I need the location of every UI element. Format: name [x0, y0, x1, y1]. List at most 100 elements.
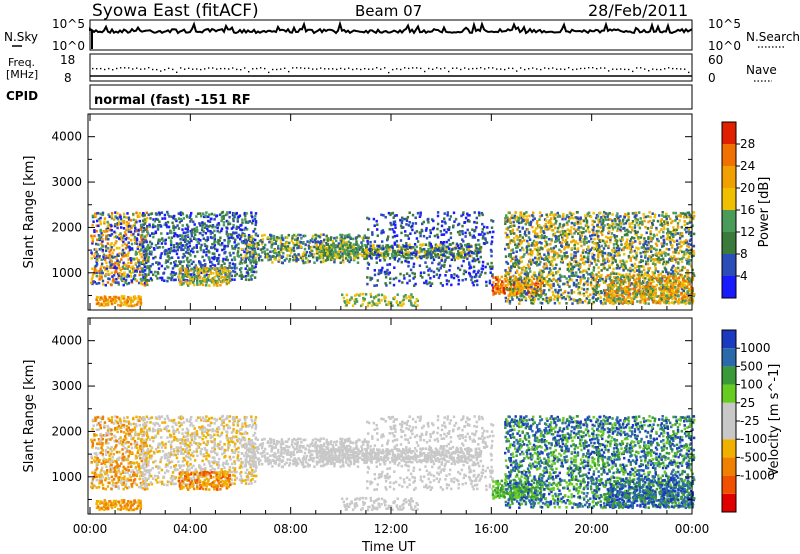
power-cell: [329, 252, 332, 255]
power-cell: [618, 253, 621, 257]
power-cell: [271, 242, 274, 246]
nsky-trace: [89, 20, 693, 49]
nave-point: [528, 68, 530, 70]
power-cell: [148, 252, 151, 255]
power-cell: [414, 216, 417, 220]
power-cell: [592, 257, 595, 260]
power-cell: [163, 217, 167, 220]
power-cell: [356, 254, 360, 257]
power-cell: [377, 298, 380, 301]
power-cell: [525, 267, 528, 270]
power-cell: [274, 258, 277, 261]
power-cell: [199, 280, 202, 283]
nave-point: [204, 68, 206, 70]
nave-point: [580, 67, 582, 70]
power-cell: [589, 273, 592, 276]
power-cell: [614, 258, 617, 262]
power-cell: [421, 276, 424, 279]
power-cell: [226, 272, 229, 276]
power-cell: [399, 224, 403, 228]
power-cell: [589, 260, 592, 264]
power-cell: [573, 247, 576, 250]
power-cell: [276, 254, 279, 257]
power-cell: [227, 240, 230, 244]
power-cell: [542, 236, 546, 240]
power-cell: [135, 211, 138, 215]
power-cell: [205, 284, 208, 287]
power-cell: [640, 220, 644, 224]
power-cell: [220, 264, 223, 267]
power-cell: [353, 252, 357, 255]
power-cell: [533, 244, 536, 248]
power-cell: [391, 248, 395, 252]
power-cell: [254, 214, 257, 218]
power-cell: [600, 291, 603, 295]
power-cell: [250, 278, 253, 281]
power-cell: [543, 231, 546, 235]
power-cell: [540, 236, 544, 240]
power-cell: [583, 294, 586, 297]
power-cell: [526, 228, 530, 231]
power-cell: [432, 270, 436, 274]
power-cell: [450, 275, 453, 279]
power-cell: [641, 222, 644, 226]
power-cell: [494, 286, 498, 290]
power-cell: [143, 258, 146, 262]
power-cell: [272, 242, 276, 245]
power-cell: [319, 233, 322, 237]
power-cell: [140, 237, 143, 240]
power-cell: [293, 253, 296, 256]
power-cell: [154, 243, 158, 247]
power-cell: [362, 250, 366, 253]
power-cell: [538, 274, 541, 278]
power-cell: [385, 244, 388, 247]
nave-point: [308, 67, 310, 69]
power-cell: [152, 256, 155, 260]
power-cell: [456, 246, 459, 250]
power-cell: [626, 214, 629, 217]
power-cell: [607, 285, 611, 289]
nave-point: [176, 71, 178, 73]
power-cell: [286, 254, 289, 257]
power-cell: [667, 274, 670, 277]
power-cell: [192, 281, 195, 284]
power-cell: [611, 228, 615, 231]
power-cell: [575, 228, 578, 232]
power-cell: [412, 277, 415, 280]
power-cell: [180, 248, 183, 252]
power-cell: [192, 260, 195, 264]
power-cell: [513, 292, 517, 295]
nave-point: [572, 68, 574, 71]
power-cell: [513, 232, 516, 235]
power-cell: [383, 254, 386, 257]
power-cell: [646, 271, 649, 274]
power-cell: [115, 266, 118, 270]
power-cell: [190, 234, 194, 238]
nave-point: [216, 68, 218, 70]
power-cell: [96, 254, 99, 258]
power-cell: [484, 237, 487, 240]
power-cell: [647, 236, 650, 239]
power-cell: [430, 269, 433, 273]
power-cell: [172, 271, 175, 274]
power-cell: [670, 221, 673, 225]
power-cell: [123, 300, 126, 303]
power-cell: [514, 243, 517, 246]
power-cell: [515, 293, 518, 296]
power-cell: [595, 229, 598, 233]
power-cell: [200, 265, 203, 268]
power-cell: [330, 243, 333, 247]
power-cell: [188, 252, 191, 255]
power-cell: [545, 299, 548, 303]
power-cell: [290, 239, 294, 243]
power-cell: [411, 224, 414, 228]
power-cell: [304, 243, 307, 246]
power-cell: [540, 275, 544, 279]
power-cell: [457, 254, 460, 257]
power-cell: [205, 247, 208, 251]
power-cell: [461, 256, 464, 259]
power-cell: [295, 259, 298, 263]
power-cell: [535, 243, 538, 247]
power-cell: [122, 221, 126, 225]
